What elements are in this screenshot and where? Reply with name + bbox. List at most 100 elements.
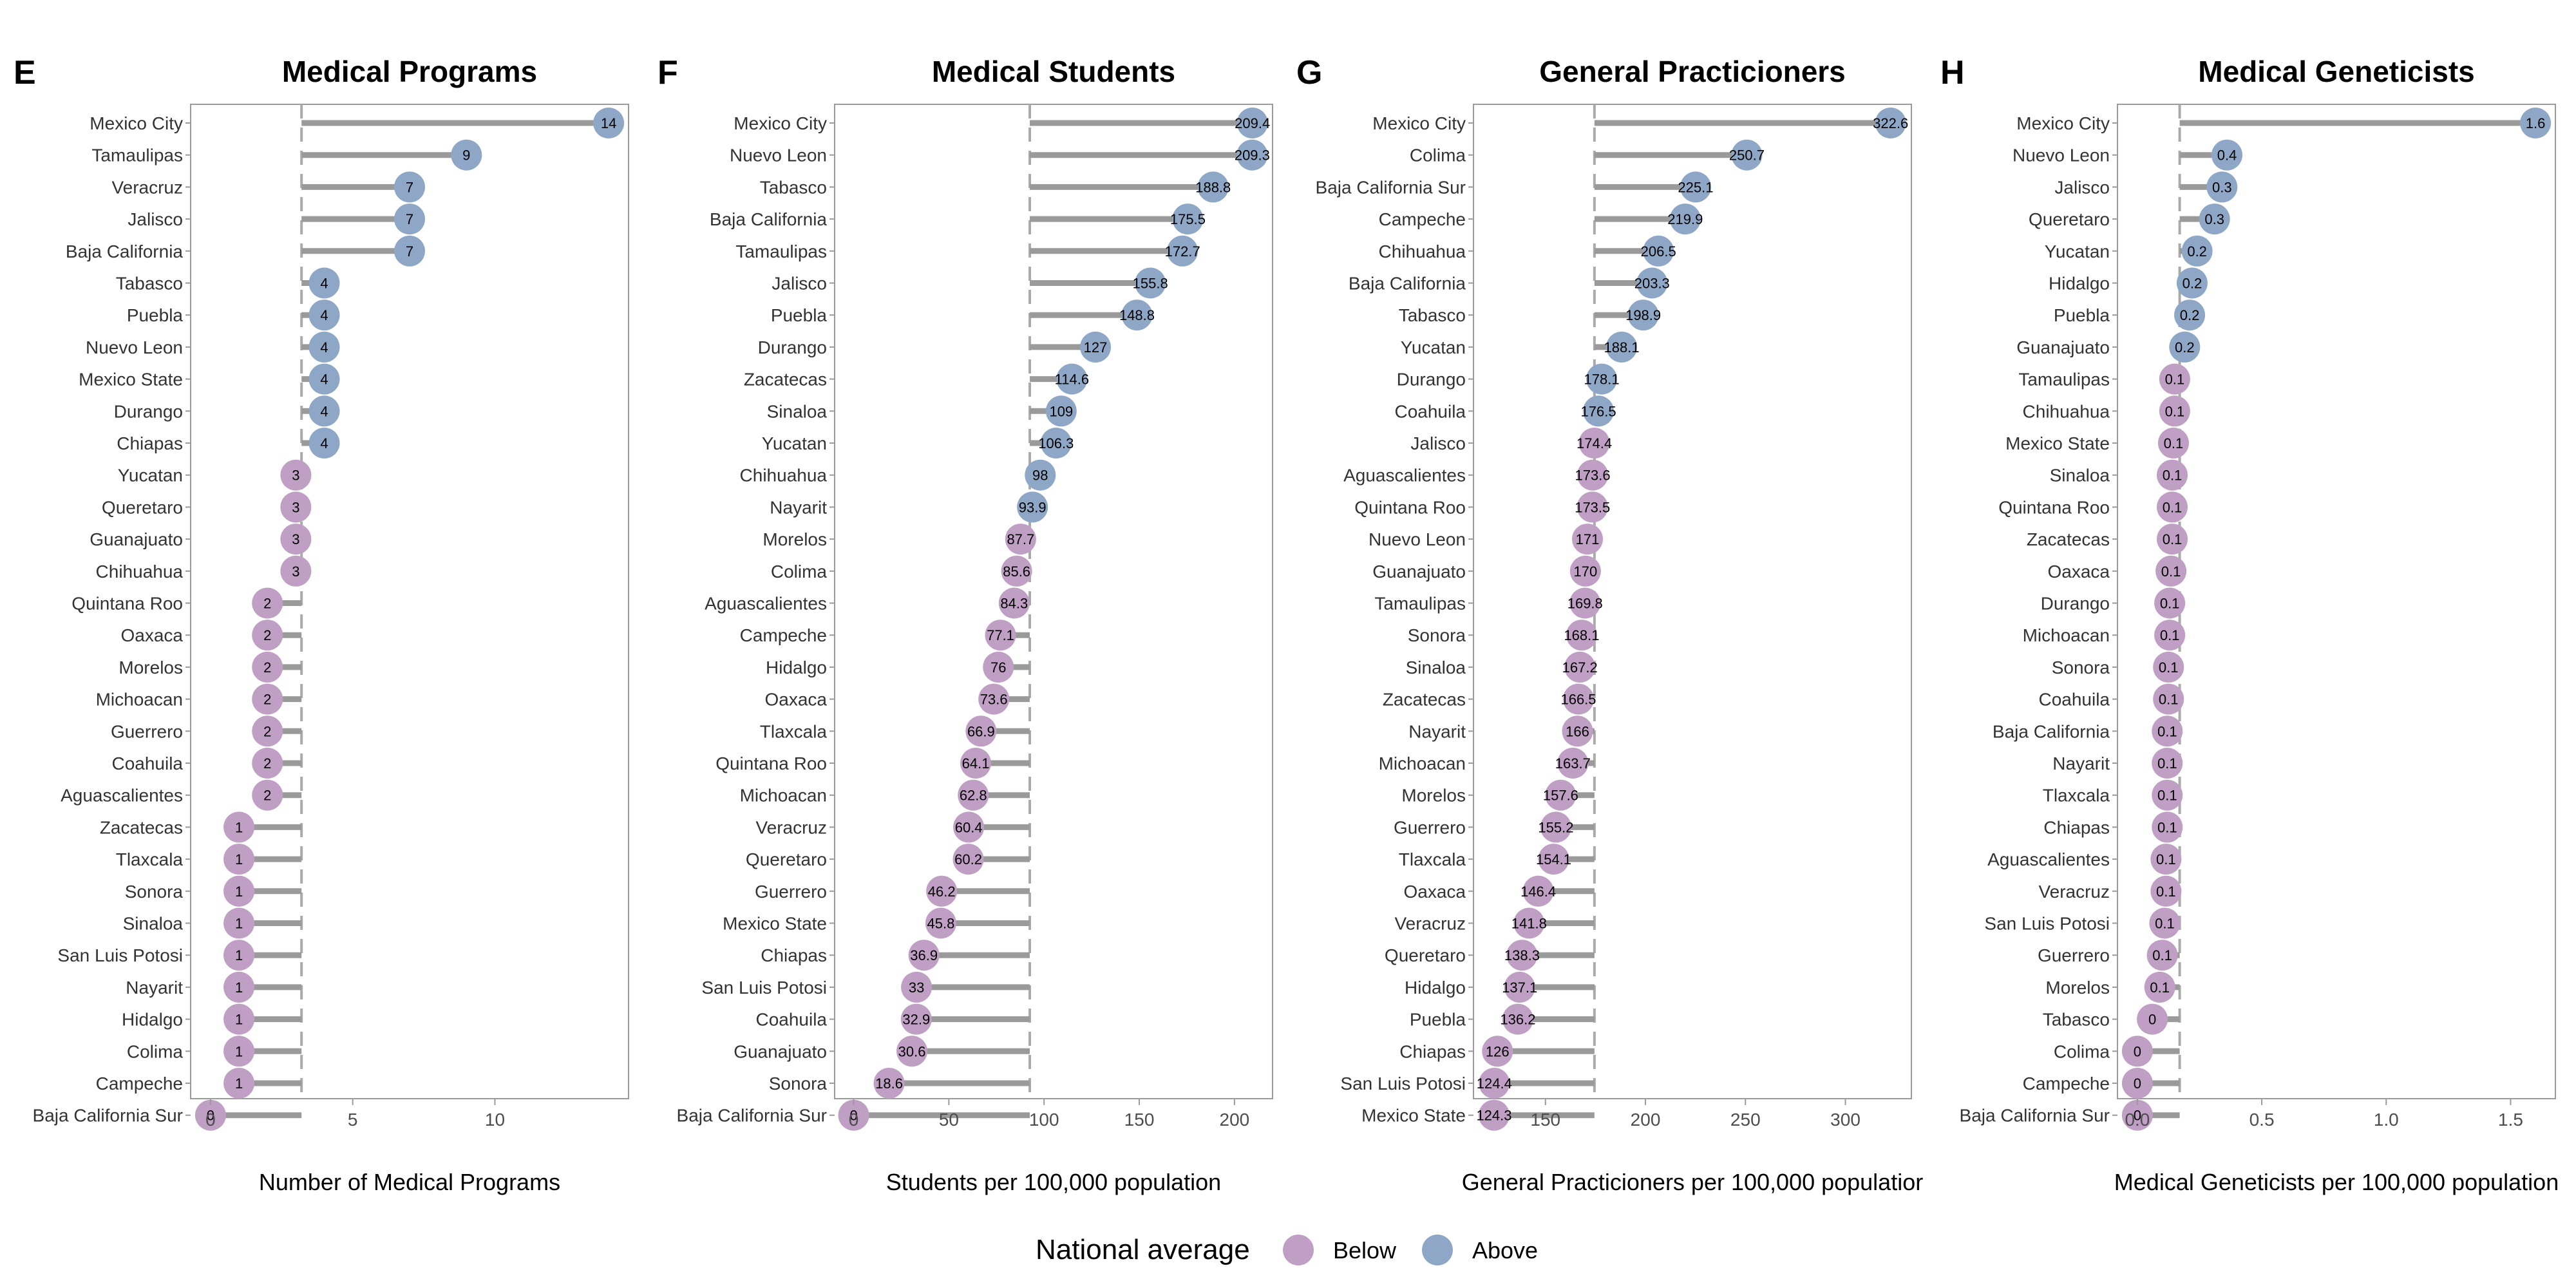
category-label: Guanajuato [90, 529, 183, 549]
lollipop-dot [1506, 940, 1538, 971]
panel-letter: H [1940, 54, 1965, 91]
category-label: San Luis Potosi [57, 945, 183, 965]
lollipop-dot [2154, 587, 2186, 619]
lollipop-dot [252, 587, 283, 619]
lollipop-dot [1540, 811, 1571, 843]
x-tick-label: 0.5 [2249, 1110, 2275, 1130]
category-label: Colima [2054, 1041, 2110, 1061]
category-label: Quintana Roo [1354, 497, 1466, 517]
category-label: Michoacan [740, 786, 827, 806]
lollipop-dot [1606, 331, 1638, 363]
lollipop-row: 60.4 Veracruz [756, 811, 1030, 843]
lollipop-row: 0.1 Tlaxcala [2043, 779, 2183, 811]
lollipop-row: 2 Morelos [118, 651, 302, 683]
category-label: Coahuila [2038, 690, 2110, 710]
lollipop-row: 36.9 Chiapas [761, 940, 1030, 971]
category-label: Veracruz [2039, 882, 2110, 902]
category-label: Mexico City [734, 113, 827, 133]
value-label: 3 [292, 531, 299, 547]
value-label: 138.3 [1504, 947, 1540, 963]
value-label: 7 [406, 179, 413, 195]
category-label: Jalisco [772, 274, 827, 294]
lollipop-row: 188.1 Yucatan [1401, 331, 1640, 363]
value-label: 1 [235, 819, 243, 835]
lollipop-row: 60.2 Queretaro [746, 844, 1030, 875]
value-label: 0.2 [2187, 243, 2207, 260]
category-label: Tlaxcala [1399, 849, 1466, 869]
value-label: 0.1 [2163, 499, 2183, 515]
category-label: Puebla [127, 305, 184, 325]
value-label: 126 [1486, 1043, 1510, 1059]
lollipop-row: 322.6 Mexico City [1372, 108, 1908, 138]
value-label: 124.4 [1477, 1075, 1512, 1092]
lollipop-dot [223, 875, 255, 907]
x-axis-title: Number of Medical Programs [259, 1169, 560, 1195]
category-label: Guanajuato [1372, 562, 1466, 582]
category-label: Chiapas [1399, 1041, 1466, 1061]
value-label: 219.9 [1667, 211, 1703, 227]
x-tick-label: 100 [1029, 1110, 1059, 1130]
category-label: Coahuila [1394, 401, 1466, 421]
category-label: Coahuila [755, 1010, 827, 1030]
value-label: 172.7 [1165, 243, 1200, 260]
value-label: 0.1 [2161, 564, 2181, 580]
lollipop-dot [2159, 395, 2190, 427]
lollipop-dot [1564, 651, 1596, 683]
panel-letter: G [1296, 54, 1322, 91]
value-label: 167.2 [1562, 659, 1598, 676]
category-label: Mexico City [90, 113, 183, 133]
lollipop-row: 1 Sonora [125, 875, 302, 907]
value-label: 14 [601, 115, 616, 131]
lollipop-row: 2 Guerrero [111, 715, 302, 747]
lollipop-row: 87.7 Morelos [762, 524, 1036, 555]
lollipop-row: 0.2 Guanajuato [2016, 331, 2201, 363]
lollipop-dot [1135, 267, 1166, 299]
value-label: 7 [406, 211, 413, 227]
lollipop-dot [2174, 299, 2206, 331]
category-label: Veracruz [112, 177, 184, 197]
lollipop-row: 0 Campeche [2023, 1068, 2180, 1099]
value-label: 0.1 [2163, 531, 2183, 547]
lollipop-dot [1577, 491, 1608, 523]
panel-title: General Practicioners [1539, 55, 1846, 88]
lollipop-dot [1583, 395, 1615, 427]
legend: National average Below Above [1036, 1234, 1538, 1265]
lollipop-row: 18.6 Sonora [769, 1068, 1030, 1099]
value-label: 0 [2134, 1108, 2141, 1124]
x-tick-label: 250 [1730, 1110, 1761, 1130]
category-label: Yucatan [2045, 242, 2110, 261]
lollipop-row: 219.9 Campeche [1379, 204, 1703, 235]
lollipop-dot [2157, 491, 2188, 523]
lollipop-row: 1 Hidalgo [122, 1003, 302, 1035]
value-label: 0.4 [2217, 147, 2237, 164]
lollipop-row: 3 Queretaro [102, 491, 312, 523]
category-label: Hidalgo [766, 658, 827, 677]
lollipop-dot [838, 1099, 869, 1131]
x-tick-label: 10 [485, 1110, 505, 1130]
panel-title: Medical Students [932, 55, 1175, 88]
category-label: Morelos [1401, 786, 1466, 806]
lollipop-dot [1017, 491, 1048, 523]
category-label: San Luis Potosi [1984, 914, 2110, 934]
lollipop-dot [1643, 235, 1674, 267]
category-label: Tlaxcala [2043, 786, 2110, 806]
lollipop-row: 250.7 Colima [1410, 139, 1765, 171]
x-axis-title: Students per 100,000 population [886, 1169, 1221, 1195]
value-label: 225.1 [1678, 179, 1713, 195]
lollipop-dot [223, 1068, 255, 1099]
x-tick-label: 200 [1631, 1110, 1661, 1130]
category-label: Tamaulipas [735, 242, 827, 261]
category-label: Durango [1397, 370, 1466, 390]
lollipop-dot [1636, 267, 1668, 299]
lollipop-dot [1005, 524, 1036, 555]
lollipop-row: 141.8 Veracruz [1395, 907, 1595, 939]
x-tick-label: 200 [1220, 1110, 1250, 1130]
lollipop-dot [952, 844, 984, 875]
value-label: 9 [462, 147, 470, 164]
category-label: Colima [127, 1041, 184, 1061]
lollipop-dot [1001, 555, 1032, 587]
lollipop-dot [223, 811, 255, 843]
value-label: 0.1 [2159, 659, 2179, 676]
lollipop-dot [1482, 1036, 1513, 1067]
category-label: Nuevo Leon [1368, 529, 1466, 549]
